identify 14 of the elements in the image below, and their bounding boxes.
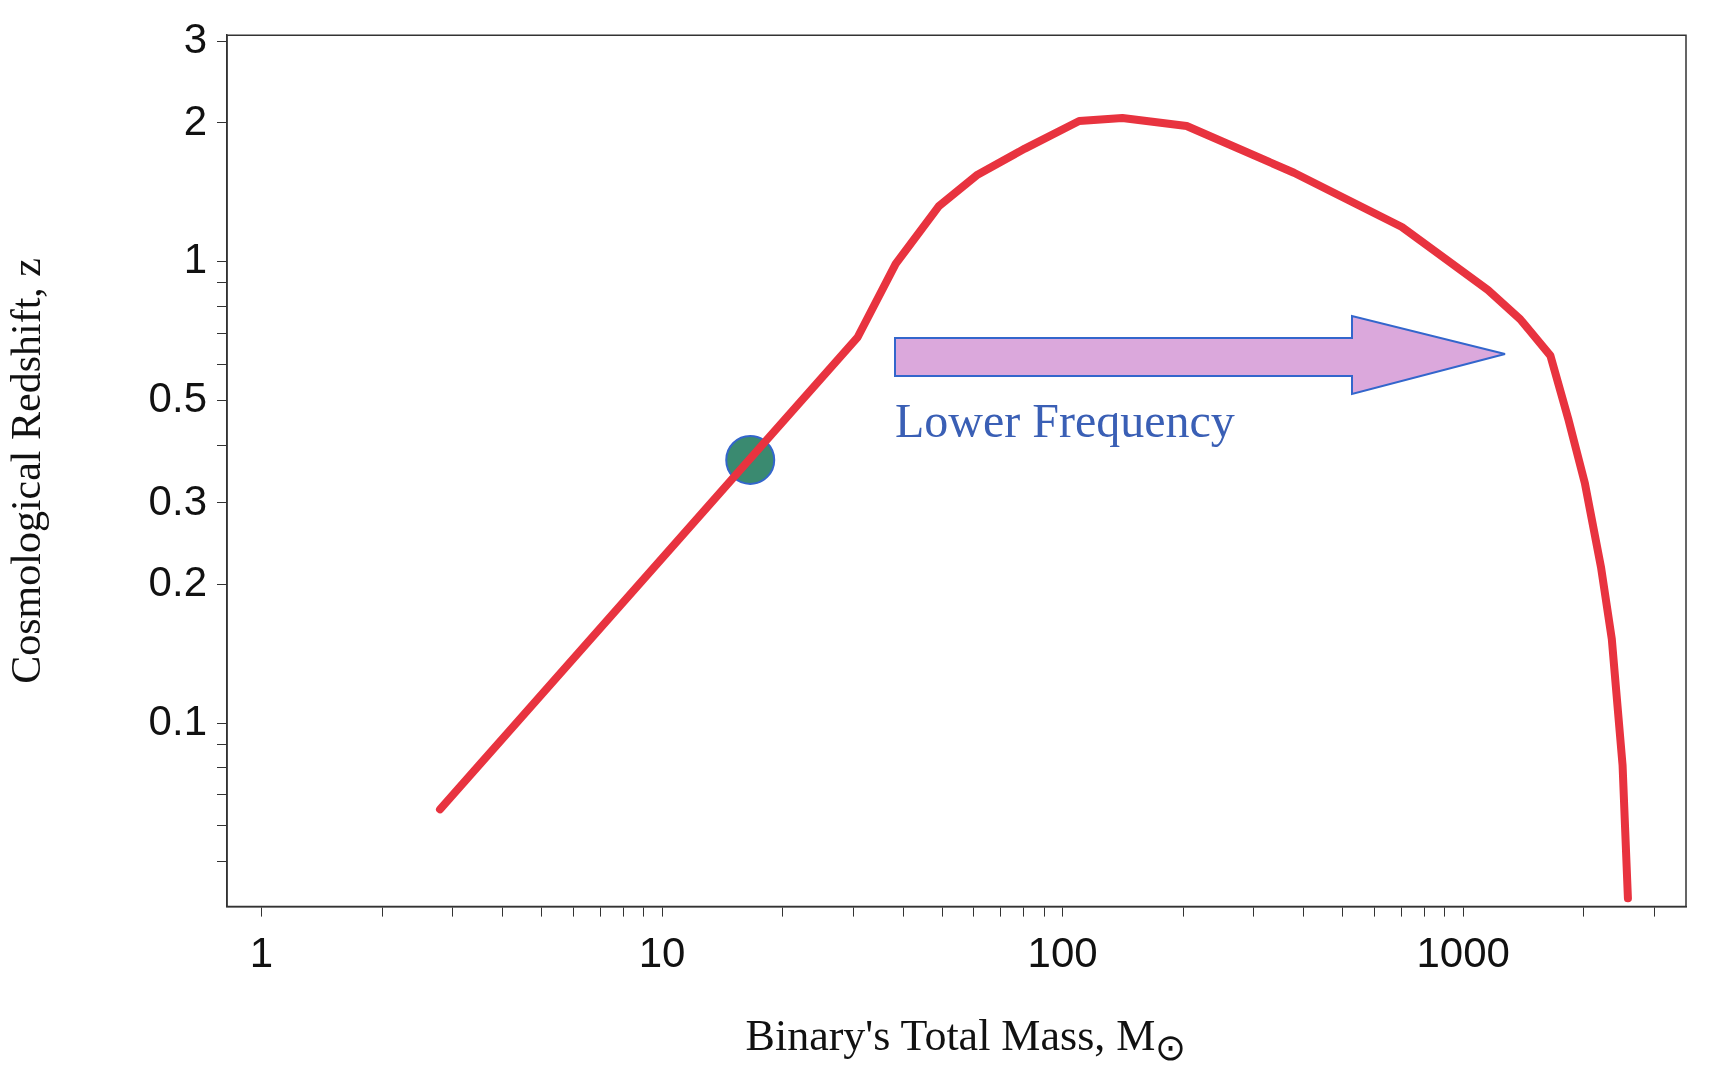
x-tick-label: 1 (249, 929, 274, 977)
x-tick-label: 10 (638, 929, 686, 977)
y-tick-label: 1 (183, 235, 207, 283)
y-tick-label: 3 (183, 15, 207, 63)
y-tick-label: 0.5 (148, 374, 207, 422)
y-tick-label: 2 (183, 96, 207, 144)
x-tick-label: 1000 (1416, 929, 1510, 977)
x-tick-label: 100 (1027, 929, 1098, 977)
y-axis-title: Cosmological Redshift, z (3, 258, 50, 684)
y-tick-label: 0.2 (148, 557, 207, 605)
y-tick-label: 0.3 (148, 476, 207, 524)
annotation: Lower Frequency (895, 394, 1235, 447)
x-axis-title: Binary's Total Mass, M$_{⊙}$ (744, 1010, 1188, 1069)
y-tick-label: 0.1 (148, 696, 207, 744)
